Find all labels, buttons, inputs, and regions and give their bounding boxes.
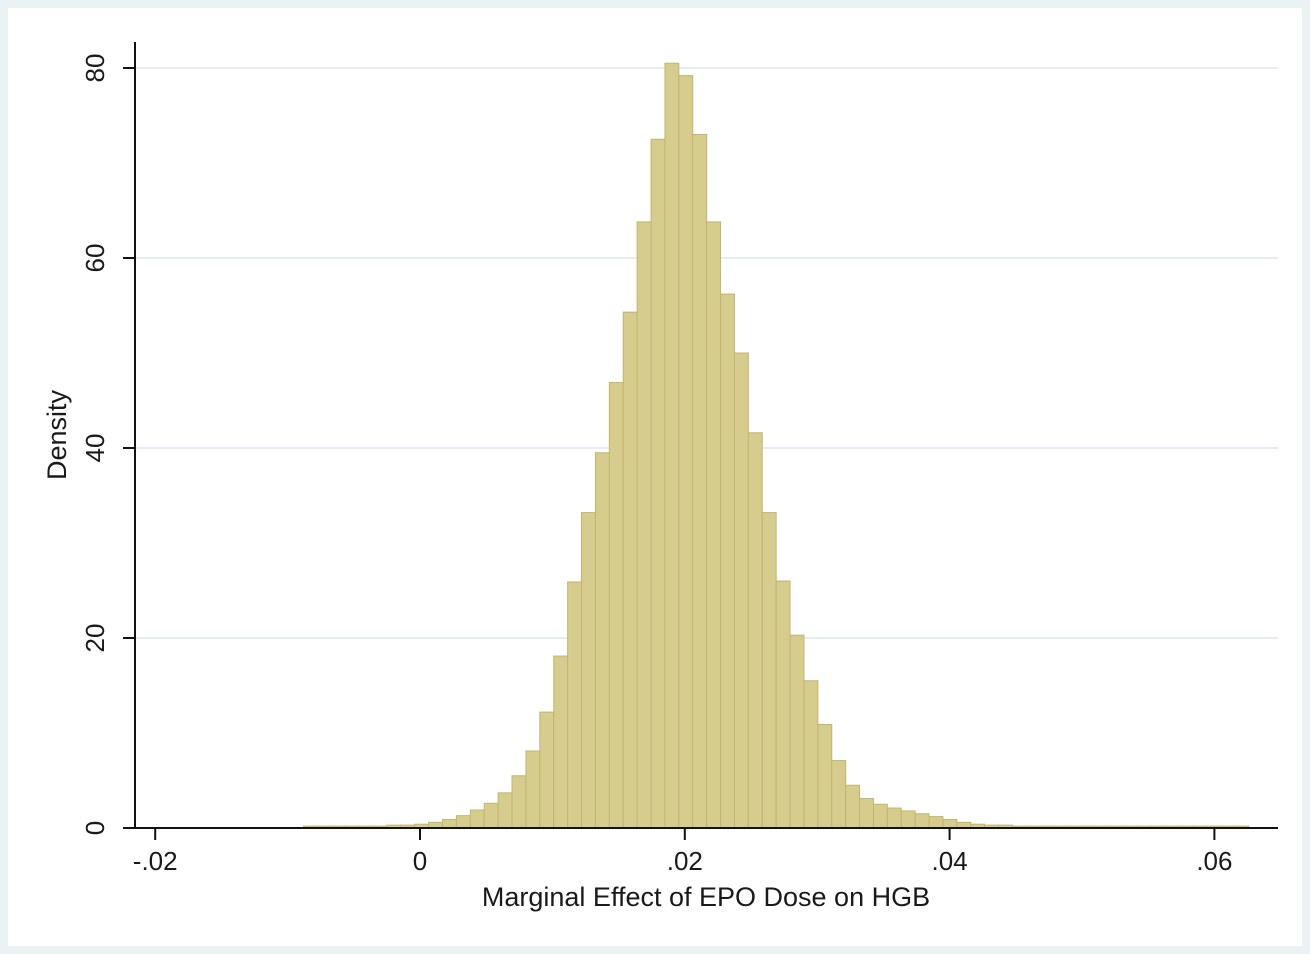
axes-layer: -.02 0 .02 .04 .06 0 20 40 60 80 xyxy=(80,42,1278,876)
histogram-bar xyxy=(581,512,596,829)
histogram-bar xyxy=(594,452,610,829)
histogram-bar xyxy=(553,655,569,829)
histogram-bar xyxy=(539,711,555,829)
histogram-bar xyxy=(914,813,930,829)
histogram-bar xyxy=(622,311,638,829)
histogram-bar xyxy=(664,62,680,829)
histogram-bar xyxy=(942,818,958,829)
histogram-bar xyxy=(928,816,944,829)
histogram-bar xyxy=(831,760,847,829)
histogram-bar xyxy=(678,75,694,829)
histogram-bar xyxy=(900,810,916,829)
histogram-bar xyxy=(650,138,666,829)
histogram-bar xyxy=(720,293,735,829)
x-tick-label: 0 xyxy=(413,846,427,876)
bars-layer xyxy=(302,62,1250,829)
histogram-bar xyxy=(775,580,791,829)
x-tick-label: .02 xyxy=(667,846,703,876)
histogram-bar xyxy=(747,432,763,829)
histogram-bar xyxy=(761,512,777,829)
histogram-bar xyxy=(497,792,513,829)
histogram-bar xyxy=(442,818,457,829)
x-tick-label: .06 xyxy=(1196,846,1232,876)
x-tick-label: -.02 xyxy=(133,846,178,876)
histogram-bar xyxy=(706,221,722,829)
histogram-bar xyxy=(608,381,624,829)
x-tick-label: .04 xyxy=(932,846,968,876)
histogram-bar xyxy=(733,352,749,829)
histogram-bar xyxy=(845,784,861,829)
y-axis-title: Density xyxy=(42,389,72,480)
y-tick-label: 60 xyxy=(80,244,110,273)
histogram-bar xyxy=(525,750,541,829)
histogram-bar xyxy=(483,802,499,829)
histogram-bar xyxy=(469,809,485,829)
histogram-bar xyxy=(789,634,805,829)
histogram-bar xyxy=(636,221,652,829)
histogram-bar xyxy=(817,723,833,829)
histogram-bar xyxy=(511,775,527,829)
y-tick-label: 0 xyxy=(80,821,110,835)
histogram-bar xyxy=(803,680,819,829)
x-axis-title: Marginal Effect of EPO Dose on HGB xyxy=(482,882,930,912)
y-tick-label: 20 xyxy=(80,624,110,653)
histogram-bar xyxy=(859,798,874,829)
histogram-bar xyxy=(455,815,471,829)
histogram-bar xyxy=(886,807,902,829)
y-tick-label: 80 xyxy=(80,54,110,83)
histogram-bar xyxy=(692,134,708,829)
histogram-bar xyxy=(567,581,583,829)
histogram-bar xyxy=(872,803,888,829)
y-tick-label: 40 xyxy=(80,434,110,463)
